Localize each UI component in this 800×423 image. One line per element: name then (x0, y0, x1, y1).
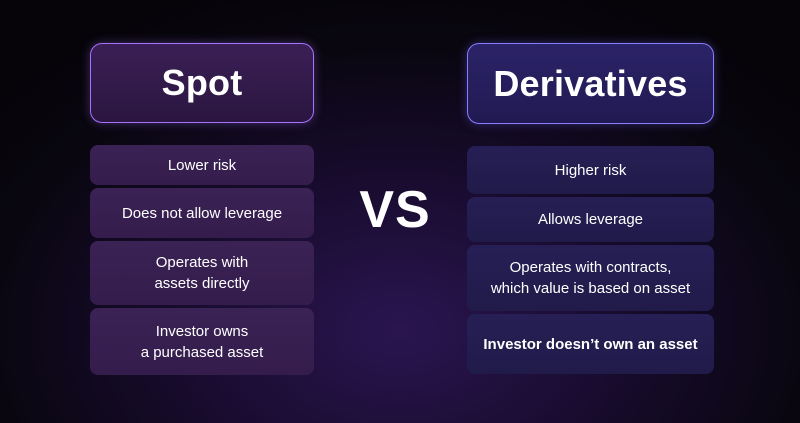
derivatives-item-risk: Higher risk (467, 146, 714, 194)
derivatives-item-operations: Operates with contracts, which value is … (467, 245, 714, 311)
spot-item-risk: Lower risk (90, 145, 314, 185)
spot-item-ownership: Investor owns a purchased asset (90, 308, 314, 375)
spot-item-leverage: Does not allow leverage (90, 188, 314, 238)
spot-title: Spot (90, 43, 314, 123)
derivatives-item-leverage: Allows leverage (467, 197, 714, 242)
derivatives-title: Derivatives (467, 43, 714, 124)
spot-item-operations: Operates with assets directly (90, 241, 314, 305)
vs-label: VS (359, 181, 431, 239)
derivatives-item-ownership: Investor doesn’t own an asset (467, 314, 714, 374)
